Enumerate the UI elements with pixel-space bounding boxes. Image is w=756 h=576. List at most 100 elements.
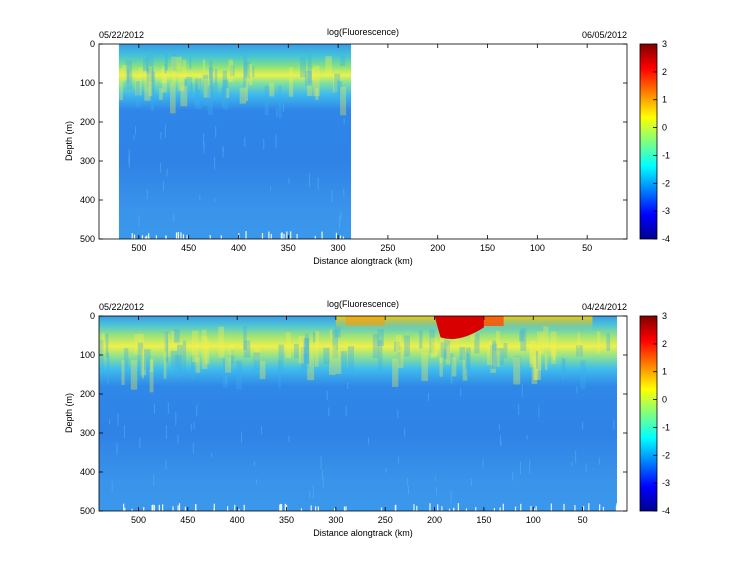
heatmap-cell [163,351,167,379]
heatmap-cell [440,342,447,359]
heatmap-cell [333,74,338,93]
heatmap-cell [225,357,231,373]
heatmap-cell [451,357,457,377]
heatmap-gap [475,507,477,511]
colorbar-tick-label: -2 [662,178,670,188]
colorbar-tick-label: -3 [662,206,670,216]
heatmap-cell [534,346,542,371]
heatmap-cell [177,344,183,376]
y-tick-label: 400 [80,467,95,477]
heatmap-gap [296,233,298,239]
heatmap-gap [152,504,154,511]
colorbar-tick-label: -2 [662,450,670,460]
heatmap-cell [117,413,119,426]
x-tick-label: 100 [530,243,545,253]
heatmap-cell [140,352,146,376]
heatmap-cell [427,393,429,402]
heatmap-cell [326,390,328,400]
heatmap-cell [239,87,246,104]
heatmap-cell [278,85,282,118]
heatmap-gap [182,234,185,239]
heatmap-cell [222,79,229,110]
heatmap-cell [397,456,399,464]
panel-1-y-axis: 0 100 200 300 400 500 [80,39,627,244]
x-tick-label: 200 [430,243,445,253]
heatmap-gap [314,235,316,239]
heatmap-cell [269,186,271,191]
heatmap-cell [197,75,201,90]
heatmap-gap [588,503,590,511]
heatmap-cell [209,60,213,87]
heatmap-cell [529,340,536,368]
panel-1-end-date: 06/05/2012 [582,30,627,40]
heatmap-cell [331,190,333,203]
heatmap-gap [530,505,532,511]
panel-1-x-label: Distance alongtrack (km) [313,256,413,266]
heatmap-cell [315,87,319,101]
heatmap-gap [270,233,272,239]
heatmap-gap [123,503,125,511]
surface-bloom [345,316,386,326]
heatmap-cell [450,376,452,382]
heatmap-cell [317,177,319,190]
panel-2-colorbar-gradient [639,315,658,512]
panel-1: log(Fluorescence) 05/22/2012 06/05/2012 … [64,27,670,266]
x-tick-label: 350 [281,243,296,253]
heatmap-cell [577,341,582,357]
heatmap-cell [340,211,342,221]
x-tick-label: 250 [378,515,393,525]
heatmap-cell [465,352,470,370]
heatmap-gap [261,233,264,239]
heatmap-cell [503,343,508,359]
heatmap-cell [195,78,202,109]
heatmap-cell [315,331,319,345]
panel-2-x-label: Distance alongtrack (km) [313,528,413,538]
heatmap-gap [502,503,504,511]
heatmap-cell [182,340,187,373]
heatmap-cell [598,457,600,465]
heatmap-cell [314,342,319,367]
heatmap-cell [329,329,333,340]
heatmap-gap [457,503,459,511]
panel-1-title: log(Fluorescence) [327,27,399,37]
heatmap-cell [308,173,310,187]
heatmap-cell [343,188,345,197]
heatmap-gap [177,232,179,239]
heatmap-cell [125,60,133,90]
heatmap-gap [550,503,552,511]
colorbar-tick-label: 2 [662,67,667,77]
heatmap-cell [334,325,341,338]
heatmap-cell [218,326,225,358]
heatmap-cell [209,67,214,96]
heatmap-cell [482,459,484,469]
heatmap-cell [201,336,208,370]
heatmap-cell [543,326,549,345]
heatmap-cell [408,486,410,495]
heatmap-cell [474,333,480,354]
heatmap-cell [513,355,521,381]
heatmap-cell [135,75,142,96]
heatmap-cell [236,360,242,390]
colorbar-tick-label: 3 [662,311,667,321]
heatmap-cell [201,329,207,340]
heatmap-cell [328,345,336,375]
heatmap-cell [450,353,454,385]
heatmap-cell [213,83,218,95]
heatmap-gap [395,504,397,511]
heatmap-cell [298,335,305,364]
heatmap-gap [238,508,240,511]
heatmap-cell [493,350,500,367]
heatmap-gap [599,504,601,511]
heatmap-cell [328,407,330,416]
heatmap-cell [164,63,167,74]
heatmap-cell [225,375,227,384]
heatmap-cell [307,74,313,97]
panel-2-heatmap [99,316,618,511]
heatmap-cell [146,54,154,88]
colorbar-tick-label: 0 [662,395,667,405]
panel-1-colorbar-gradient [639,43,658,240]
heatmap-cell [443,340,451,360]
heatmap-gap [279,504,281,511]
heatmap-cell [128,148,130,157]
heatmap-cell [243,340,251,358]
